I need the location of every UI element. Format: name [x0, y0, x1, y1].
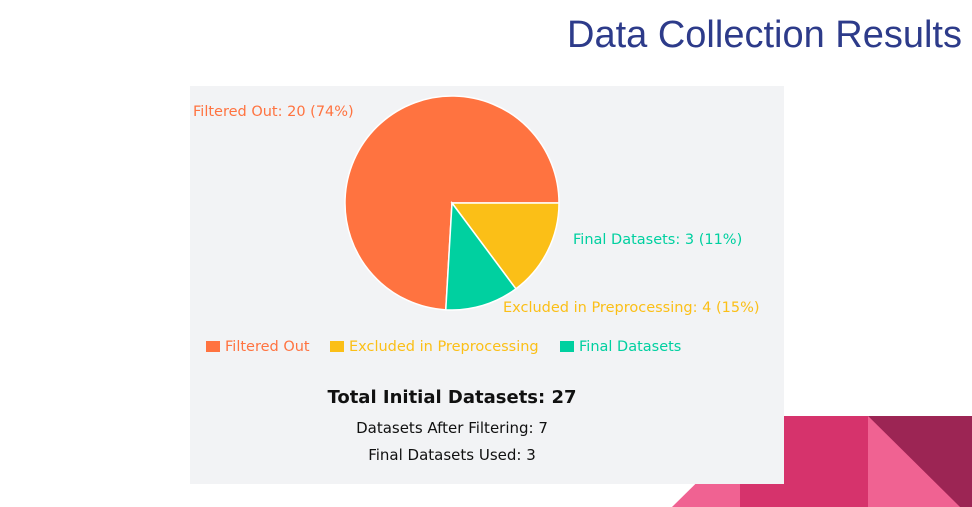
legend-swatch-final-datasets	[560, 341, 574, 352]
pie-label-excluded-in-preprocessing: Excluded in Preprocessing: 4 (15%)	[503, 300, 760, 316]
decoration-triangle-maroon	[868, 416, 972, 507]
legend-swatch-excluded-in-preprocessing	[330, 341, 344, 352]
datasets-after-filtering: Datasets After Filtering: 7	[356, 419, 548, 437]
legend-label-excluded-in-preprocessing: Excluded in Preprocessing	[349, 339, 539, 355]
pie-slice-final-datasets	[444, 200, 517, 311]
decoration-triangle-pink	[868, 416, 960, 507]
final-datasets-used: Final Datasets Used: 3	[368, 446, 536, 464]
slide-title: Data Collection Results	[567, 14, 962, 56]
pie-chart: Filtered Out: 20 (74%) Excluded in Prepro…	[193, 95, 760, 355]
chart-panel: Filtered Out: 20 (74%) Excluded in Prepro…	[190, 86, 784, 484]
total-initial-datasets: Total Initial Datasets: 27	[327, 387, 577, 408]
pie-slice-excluded-in-preprocessing	[450, 202, 560, 290]
legend-label-filtered-out: Filtered Out	[225, 339, 310, 355]
pie-label-filtered-out: Filtered Out: 20 (74%)	[193, 104, 354, 120]
pie-label-final-datasets: Final Datasets: 3 (11%)	[573, 232, 742, 248]
legend-label-final-datasets: Final Datasets	[579, 339, 681, 355]
legend-swatch-filtered-out	[206, 341, 220, 352]
